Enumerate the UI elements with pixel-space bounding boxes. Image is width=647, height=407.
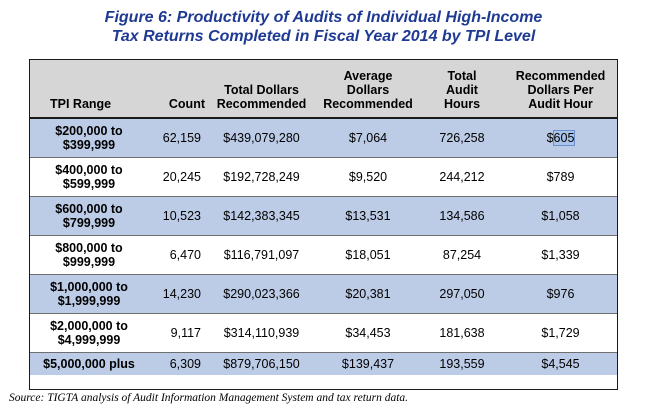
table-row: $400,000 to $599,999 20,245 $192,728,249… bbox=[30, 157, 617, 197]
table-row: $800,000 to $999,999 6,470 $116,791,097 … bbox=[30, 235, 617, 275]
header-total-hours-line-2: Audit bbox=[446, 83, 478, 97]
header-tpi-range-label: TPI Range bbox=[50, 97, 112, 111]
cell-total-dollars: $116,791,097 bbox=[207, 235, 316, 275]
table-row: $5,000,000 plus 6,309 $879,706,150 $139,… bbox=[30, 352, 617, 375]
cell-average-dollars: $139,437 bbox=[341, 356, 395, 371]
table-row: $1,000,000 to $1,999,999 14,230 $290,023… bbox=[30, 274, 617, 314]
figure-title: Figure 6: Productivity of Audits of Indi… bbox=[0, 8, 647, 46]
table-row: $600,000 to $799,999 10,523 $142,383,345… bbox=[30, 196, 617, 236]
cell-total-hours: 726,258 bbox=[420, 118, 504, 158]
cell-total-dollars: $142,383,345 bbox=[207, 196, 316, 236]
cell-count: 20,245 bbox=[148, 157, 207, 197]
tpi-range-line-2: $999,999 bbox=[62, 254, 116, 269]
header-average-dollars: Average Dollars Recommended bbox=[316, 60, 420, 119]
header-dollars-per-hour-line-2: Dollars Per bbox=[527, 83, 594, 97]
tpi-range-line-2: $399,999 bbox=[62, 137, 116, 152]
cell-total-hours: 297,050 bbox=[420, 274, 504, 314]
cell-tpi-range: $600,000 to $799,999 bbox=[30, 196, 148, 236]
tpi-range-line-1: $2,000,000 to bbox=[50, 318, 128, 333]
cell-count: 6,470 bbox=[148, 235, 207, 275]
cell-total-dollars: $290,023,366 bbox=[207, 274, 316, 314]
cell-dollars-per-hour: $789 bbox=[504, 157, 617, 197]
figure-title-line-2: Tax Returns Completed in Fiscal Year 201… bbox=[111, 28, 536, 45]
cell-tpi-range: $400,000 to $599,999 bbox=[30, 157, 148, 197]
header-dollars-per-hour-line-1: Recommended bbox=[515, 69, 606, 83]
data-table-container: TPI Range Count Total Dollars Recommende… bbox=[29, 59, 618, 390]
cell-total-hours: 134,586 bbox=[420, 196, 504, 236]
cell-average-dollars: $9,520 bbox=[316, 157, 420, 197]
cell-average-dollars: $18,051 bbox=[316, 235, 420, 275]
cell-tpi-range: $5,000,000 plus bbox=[30, 352, 148, 375]
header-total-dollars-line-2: Recommended bbox=[216, 97, 307, 111]
cell-total-dollars: $439,079,280 bbox=[207, 118, 316, 158]
cell-dollars-per-hour: $976 bbox=[504, 274, 617, 314]
tpi-range-line-1: $1,000,000 to bbox=[50, 279, 128, 294]
tpi-range-line-2: $799,999 bbox=[62, 215, 116, 230]
dollars-per-hour-prefix[interactable]: $ bbox=[546, 130, 554, 145]
tpi-range-line-2: $1,999,999 bbox=[57, 293, 121, 308]
header-tpi-range: TPI Range bbox=[30, 60, 148, 119]
header-total-dollars: Total Dollars Recommended bbox=[207, 60, 316, 119]
cell-count: 62,159 bbox=[148, 118, 207, 158]
cell-total-hours: 87,254 bbox=[420, 235, 504, 275]
table-row: $2,000,000 to $4,999,999 9,117 $314,110,… bbox=[30, 313, 617, 353]
cell-average-dollars: $13,531 bbox=[316, 196, 420, 236]
cell-dollars-per-hour: $1,058 bbox=[504, 196, 617, 236]
cell-tpi-range: $2,000,000 to $4,999,999 bbox=[30, 313, 148, 353]
header-total-hours: Total Audit Hours bbox=[420, 60, 504, 119]
cell-total-dollars: $192,728,249 bbox=[207, 157, 316, 197]
cell-tpi-range: $200,000 to $399,999 bbox=[30, 118, 148, 158]
cell-count: 9,117 bbox=[148, 313, 207, 353]
tpi-range-line-1: $400,000 to bbox=[55, 162, 123, 177]
cell-count: 6,309 bbox=[169, 356, 201, 371]
header-dollars-per-hour-line-3: Audit Hour bbox=[528, 97, 593, 111]
cell-total-hours: 244,212 bbox=[420, 157, 504, 197]
cell-total-hours: 193,559 bbox=[439, 356, 485, 371]
table-header-row: TPI Range Count Total Dollars Recommende… bbox=[30, 60, 617, 119]
tpi-range-line-2: $4,999,999 bbox=[57, 332, 121, 347]
cell-dollars-per-hour: $1,729 bbox=[504, 313, 617, 353]
header-total-hours-line-1: Total bbox=[447, 69, 477, 83]
cell-dollars-per-hour: $1,339 bbox=[504, 235, 617, 275]
cell-dollars-per-hour: $4,545 bbox=[541, 356, 580, 371]
cell-total-dollars: $879,706,150 bbox=[223, 356, 300, 371]
cell-count: 10,523 bbox=[148, 196, 207, 236]
cell-average-dollars: $7,064 bbox=[316, 118, 420, 158]
header-average-dollars-line-2: Dollars bbox=[346, 83, 390, 97]
tpi-range-line-1: $600,000 to bbox=[55, 201, 123, 216]
table-row: $200,000 to $399,999 62,159 $439,079,280… bbox=[30, 118, 617, 158]
cell-tpi-range: $1,000,000 to $1,999,999 bbox=[30, 274, 148, 314]
header-count-label: Count bbox=[168, 97, 205, 111]
selected-text-highlight[interactable]: 605 bbox=[552, 129, 576, 146]
tpi-range-line-1: $800,000 to bbox=[55, 240, 123, 255]
header-dollars-per-hour: Recommended Dollars Per Audit Hour bbox=[504, 60, 617, 119]
tpi-range-line-1: $5,000,000 plus bbox=[43, 356, 135, 371]
tpi-range-line-1: $200,000 to bbox=[55, 123, 123, 138]
cell-tpi-range: $800,000 to $999,999 bbox=[30, 235, 148, 275]
cell-count: 14,230 bbox=[148, 274, 207, 314]
cell-average-dollars: $20,381 bbox=[316, 274, 420, 314]
cell-total-dollars: $314,110,939 bbox=[207, 313, 316, 353]
header-total-hours-line-3: Hours bbox=[443, 97, 481, 111]
figure-title-line-1: Figure 6: Productivity of Audits of Indi… bbox=[104, 9, 543, 26]
header-count: Count bbox=[148, 60, 207, 119]
productivity-table: TPI Range Count Total Dollars Recommende… bbox=[30, 60, 617, 375]
cell-dollars-per-hour[interactable]: $605 bbox=[504, 118, 617, 158]
header-average-dollars-line-3: Recommended bbox=[323, 97, 413, 111]
header-total-dollars-line-1: Total Dollars bbox=[224, 83, 299, 97]
cell-average-dollars: $34,453 bbox=[316, 313, 420, 353]
tpi-range-line-2: $599,999 bbox=[62, 176, 116, 191]
cell-total-hours: 181,638 bbox=[420, 313, 504, 353]
header-average-dollars-line-1: Average bbox=[343, 69, 393, 83]
source-note: Source: TIGTA analysis of Audit Informat… bbox=[9, 392, 409, 404]
